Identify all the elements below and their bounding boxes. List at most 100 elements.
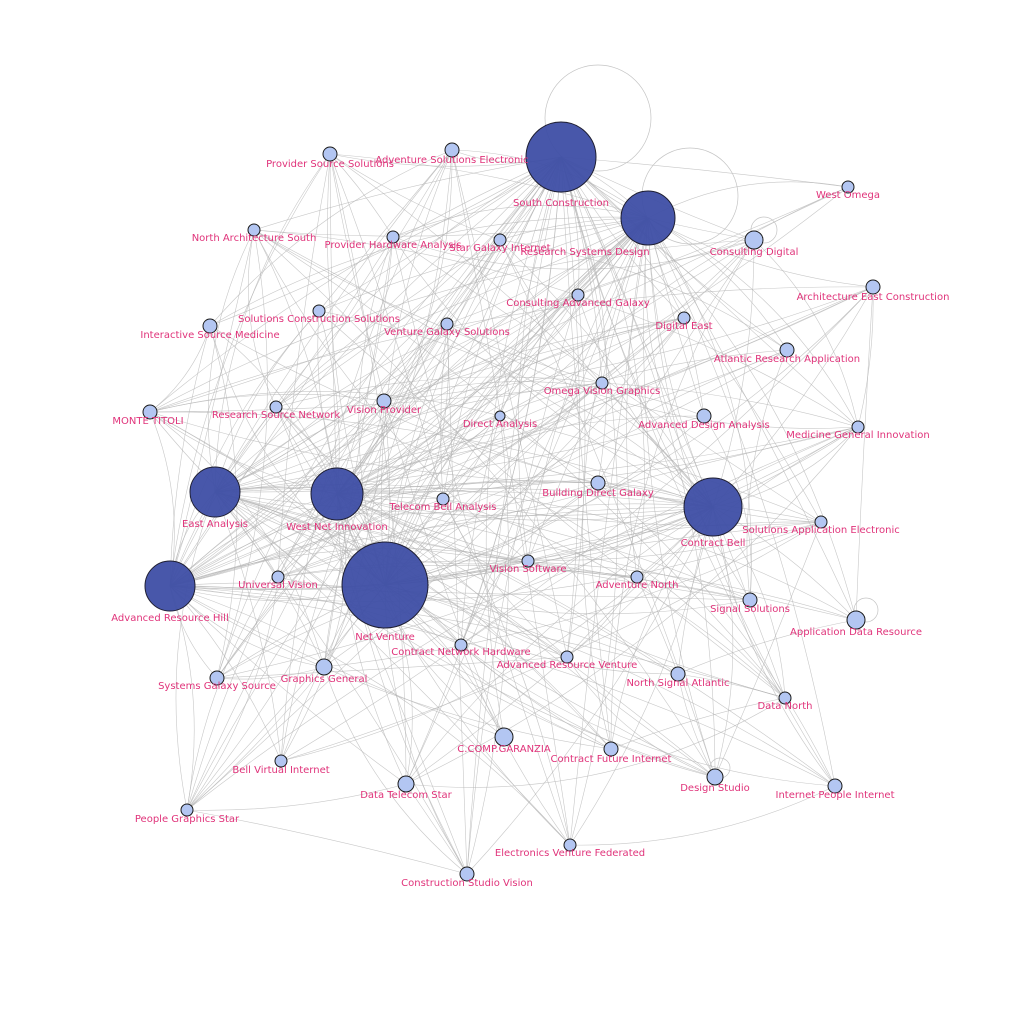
graph-edge (318, 217, 649, 312)
graph-edge (560, 156, 859, 428)
node-research-source-network (269, 400, 283, 414)
graph-edge (647, 217, 859, 428)
graph-edge (857, 286, 874, 428)
graph-edge (499, 239, 788, 351)
graph-edge (336, 239, 755, 495)
node-monte-titoli (142, 404, 158, 420)
graph-edge (169, 382, 603, 587)
graph-edge (214, 217, 649, 493)
graph-edge (169, 498, 444, 587)
graph-edge (392, 236, 714, 508)
graph-edge (384, 521, 822, 586)
node-adventure-north (630, 570, 644, 584)
graph-edge (384, 217, 649, 586)
node-internet-people-internet (827, 778, 843, 794)
node-label-contract-future-internet: Contract Future Internet (551, 754, 672, 765)
graph-edge (275, 239, 501, 408)
node-design-studio (706, 768, 724, 786)
node-advanced-design-analysis (696, 408, 712, 424)
graph-edge (569, 506, 714, 846)
graph-edge (149, 411, 325, 668)
graph-edge (336, 487, 822, 523)
graph-edge (466, 156, 562, 875)
graph-edge (253, 229, 603, 384)
graph-edge (186, 149, 453, 811)
graph-edge (392, 236, 755, 270)
node-label-vision-software: Vision Software (489, 564, 566, 575)
node-label-provider-source-solutions: Provider Source Solutions (266, 159, 394, 170)
graph-edge (460, 482, 599, 646)
graph-edge (214, 153, 331, 493)
graph-edge (460, 415, 501, 646)
graph-edge (384, 426, 859, 586)
graph-edge (405, 697, 786, 788)
graph-edge (169, 585, 786, 699)
graph-edge (275, 217, 649, 408)
node-label-electronics-venture-federated: Electronics Venture Federated (495, 848, 645, 859)
graph-edge (405, 426, 859, 785)
graph-edge (440, 323, 448, 500)
node-label-people-graphics-star: People Graphics Star (135, 814, 240, 825)
graph-edge (336, 382, 603, 495)
graph-edge (277, 349, 788, 578)
node-atlantic-research-application (779, 342, 795, 358)
graph-edge (601, 317, 685, 384)
graph-edge (149, 286, 874, 413)
graph-edge (451, 149, 568, 658)
graph-edge (405, 783, 468, 875)
node-research-systems-design (620, 190, 676, 246)
graph-edge (169, 325, 211, 587)
node-advanced-resource-hill (144, 560, 196, 612)
node-label-monte-titoli: MONTE TITOLI (112, 416, 183, 427)
node-medicine-general-innovation (851, 420, 865, 434)
graph-edge (855, 286, 874, 621)
graph-edge (318, 310, 786, 699)
graph-edge (275, 376, 603, 408)
graph-edge (169, 585, 505, 738)
graph-edge (277, 156, 562, 578)
node-label-interactive-source-medicine: Interactive Source Medicine (140, 330, 279, 341)
graph-edge (383, 317, 685, 402)
node-label-research-systems-design: Research Systems Design (520, 247, 649, 258)
graph-edge (149, 411, 462, 646)
graph-edge (336, 493, 716, 778)
graph-edge (329, 153, 714, 508)
node-label-adventure-north: Adventure North (596, 580, 679, 591)
self-loop-application-data-resource (853, 597, 879, 623)
graph-edge (253, 229, 859, 428)
self-loop-consulting-digital (750, 216, 778, 244)
graph-edge (318, 156, 562, 312)
graph-edge (149, 411, 599, 484)
graph-edge (336, 294, 579, 495)
graph-edge (597, 482, 836, 787)
node-label-advanced-resource-hill: Advanced Resource Hill (111, 613, 228, 624)
graph-edge (253, 229, 716, 778)
graph-edge (383, 217, 649, 402)
node-venture-galaxy-solutions (440, 317, 454, 331)
graph-edge (214, 186, 849, 493)
node-architecture-east-construction (865, 279, 881, 295)
node-application-data-resource (846, 610, 866, 630)
node-label-c-comp-garanzia: C.COMP.GARANZIA (457, 744, 551, 755)
graph-edge (329, 153, 649, 219)
graph-edge (384, 317, 685, 586)
graph-edge (186, 323, 448, 811)
node-label-east-analysis: East Analysis (182, 519, 248, 530)
graph-edge (442, 498, 786, 699)
graph-edge (677, 673, 786, 699)
node-label-data-telecom-star: Data Telecom Star (360, 790, 452, 801)
node-label-provider-hardware-analysis: Provider Hardware Analysis (324, 240, 461, 251)
graph-edge (647, 217, 836, 787)
graph-edge (336, 317, 685, 495)
graph-edge (214, 491, 282, 762)
graph-edge (277, 217, 649, 578)
graph-edge (277, 153, 331, 578)
node-layer (142, 121, 881, 882)
node-label-consulting-digital: Consulting Digital (710, 247, 799, 258)
node-east-analysis (189, 466, 241, 518)
graph-edge (560, 156, 786, 699)
graph-edge (336, 349, 788, 495)
graph-edge (214, 317, 685, 493)
graph-edge (214, 349, 788, 493)
graph-edge (336, 493, 679, 675)
